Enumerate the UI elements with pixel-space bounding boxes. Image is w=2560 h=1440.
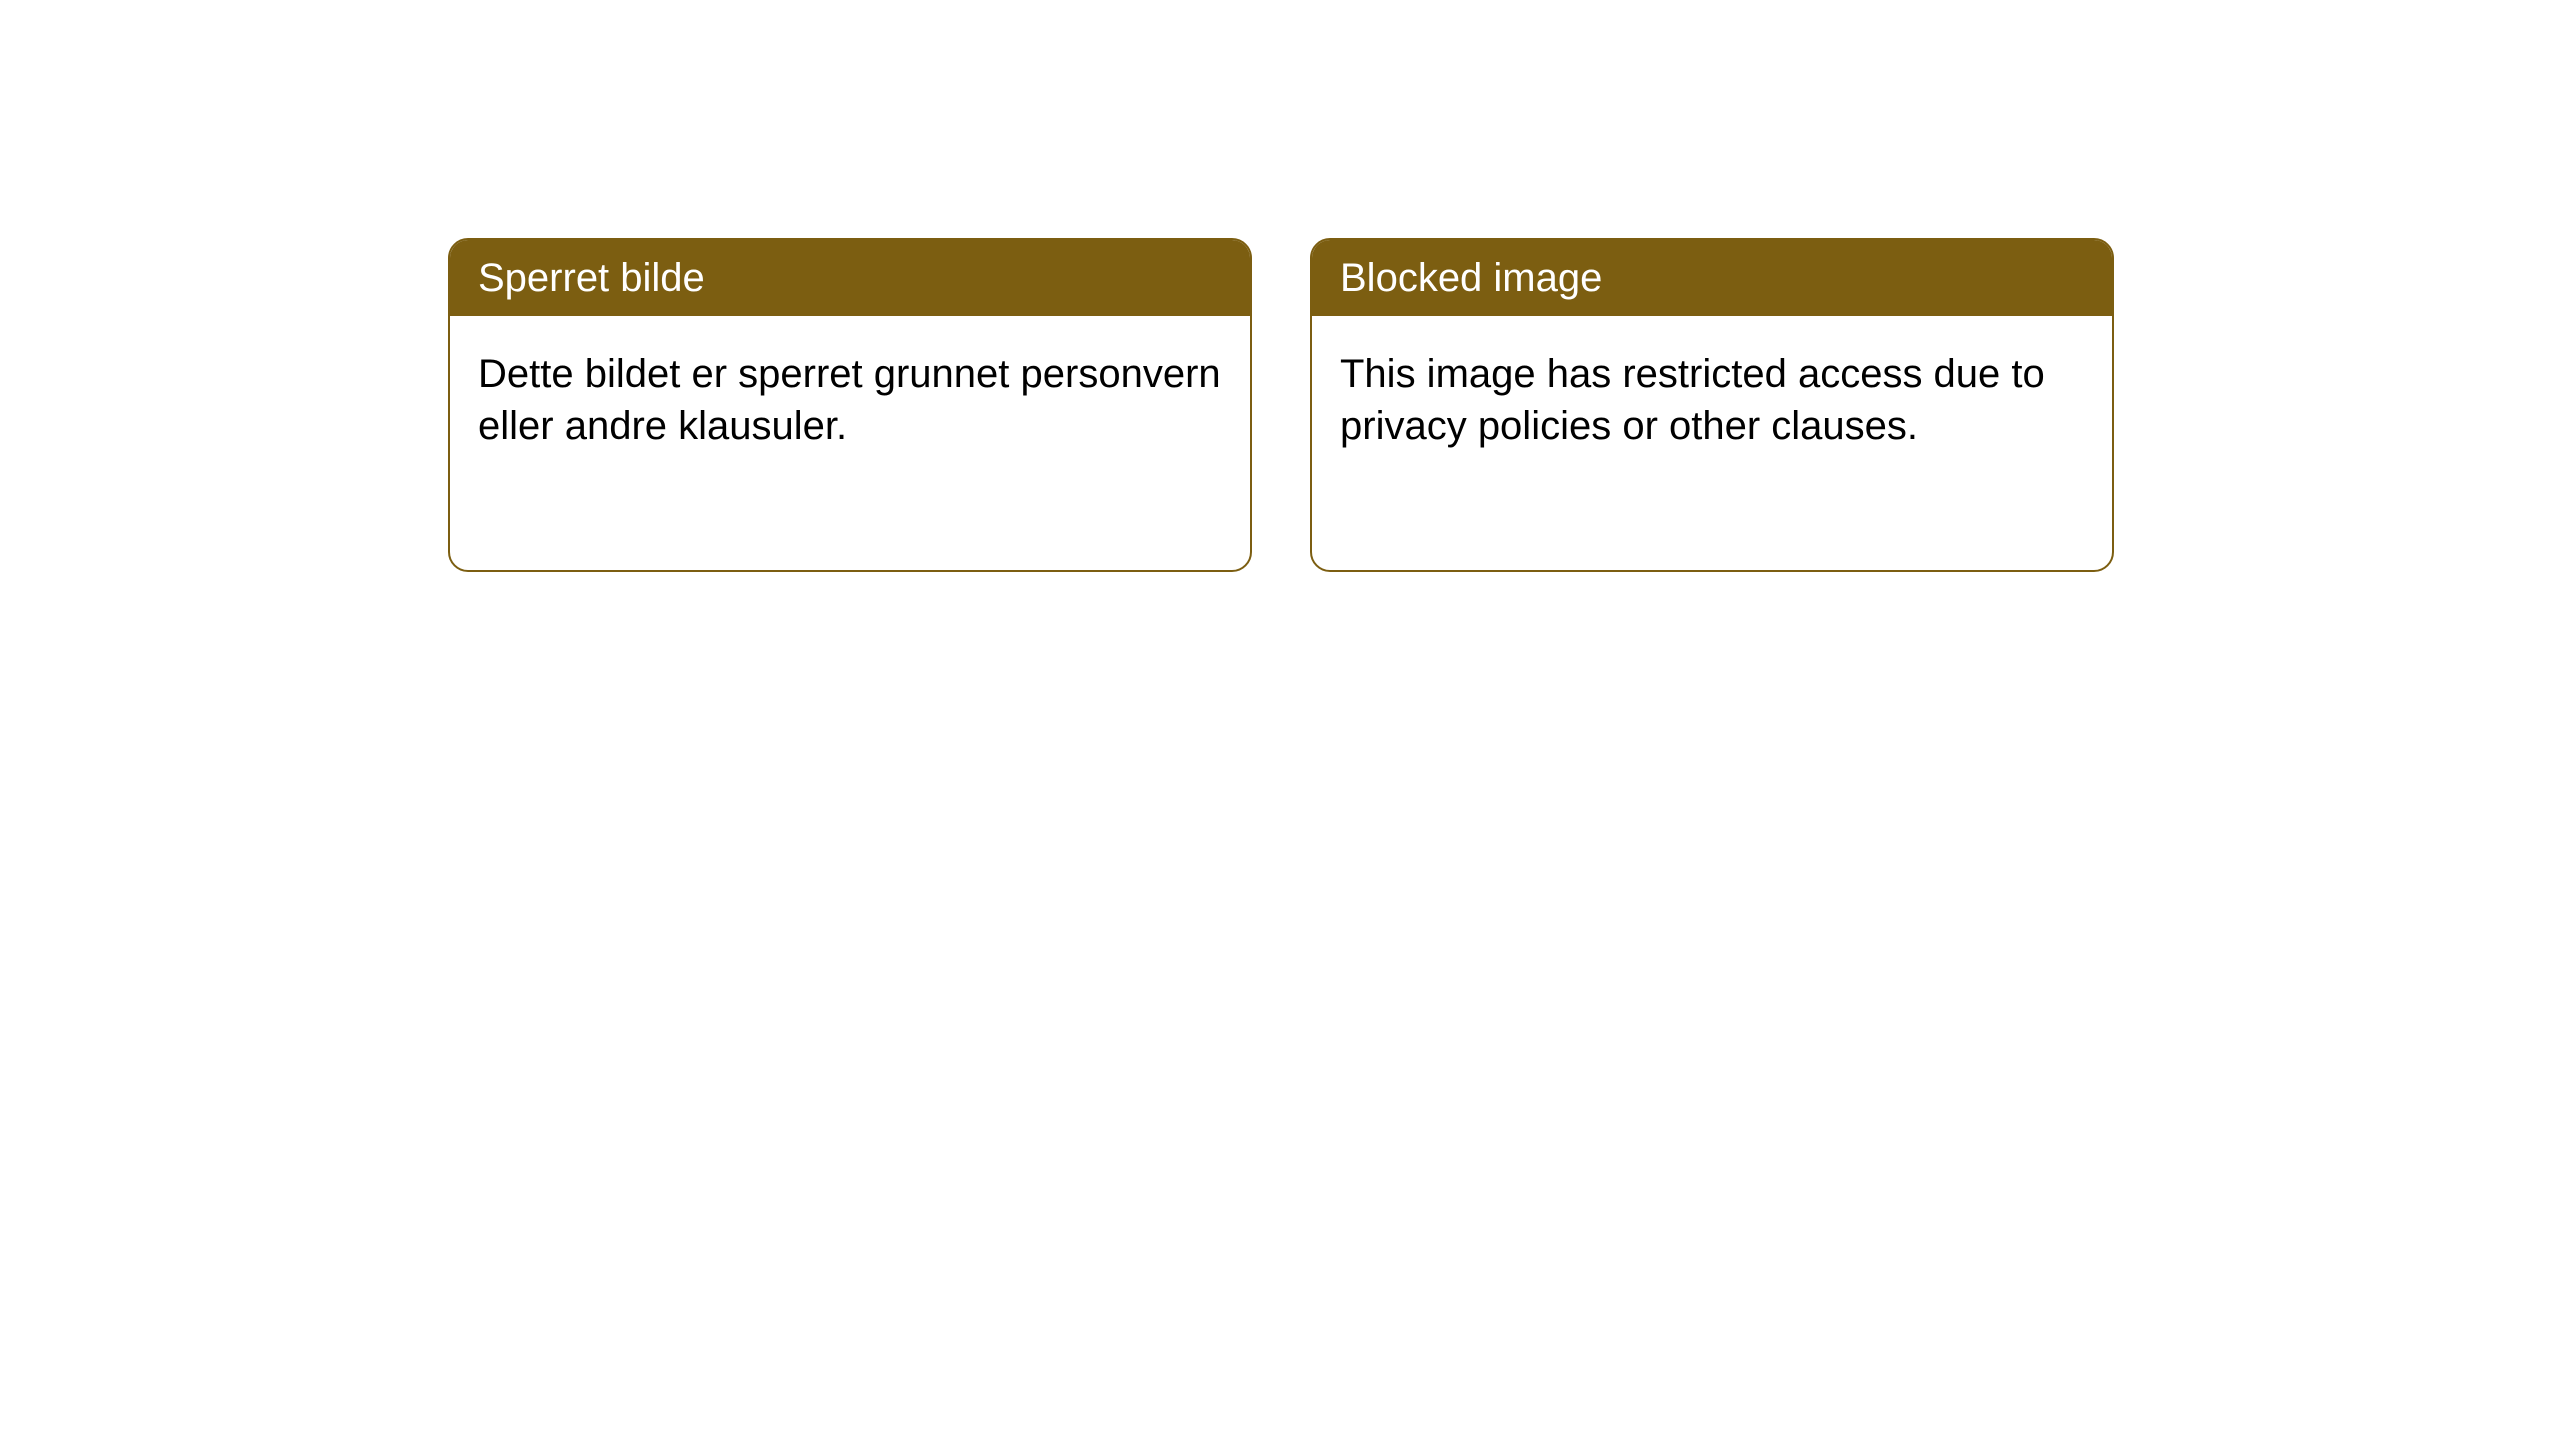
card-body: This image has restricted access due to … — [1312, 316, 2112, 484]
card-title: Blocked image — [1340, 256, 1602, 300]
card-header: Blocked image — [1312, 240, 2112, 316]
notice-container: Sperret bilde Dette bildet er sperret gr… — [0, 0, 2560, 572]
card-body: Dette bildet er sperret grunnet personve… — [450, 316, 1250, 484]
notice-card-norwegian: Sperret bilde Dette bildet er sperret gr… — [448, 238, 1252, 572]
card-title: Sperret bilde — [478, 256, 705, 300]
card-body-text: Dette bildet er sperret grunnet personve… — [478, 352, 1221, 448]
card-body-text: This image has restricted access due to … — [1340, 352, 2045, 448]
card-header: Sperret bilde — [450, 240, 1250, 316]
notice-card-english: Blocked image This image has restricted … — [1310, 238, 2114, 572]
